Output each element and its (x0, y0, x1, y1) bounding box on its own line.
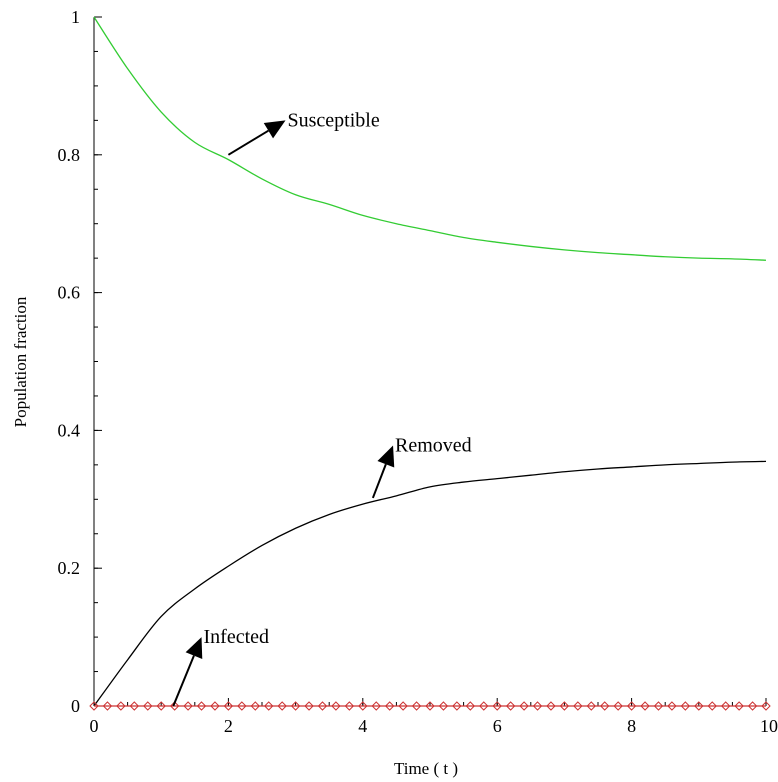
series-marker-2 (667, 701, 677, 711)
series-marker-2 (707, 701, 717, 711)
series-marker-2 (264, 701, 274, 711)
series-marker-2 (210, 701, 220, 711)
axes: 00.20.40.60.810 2 4 6 8 10 (58, 7, 778, 736)
series-marker-2 (438, 701, 449, 711)
x-tick-label: 2 (224, 716, 233, 736)
y-tick-label: 1 (71, 7, 80, 27)
series-marker-2 (143, 701, 153, 711)
series-lines (89, 16, 771, 711)
series-marker-2 (586, 701, 596, 711)
series-marker-2 (573, 701, 583, 711)
series-marker-2 (116, 701, 126, 711)
series-marker-2 (613, 701, 623, 711)
series-marker-2 (479, 701, 489, 711)
series-marker-2 (317, 701, 328, 711)
y-tick-label: 0.8 (58, 145, 81, 165)
series-marker-2 (694, 701, 704, 711)
series-marker-2 (411, 701, 422, 711)
series-marker-2 (129, 701, 140, 711)
annotation-arrow-shaft (172, 655, 195, 707)
series-marker-2 (452, 701, 462, 711)
annotation-label: Susceptible (288, 109, 380, 131)
series-marker-2 (344, 701, 355, 711)
series-marker-2 (761, 701, 771, 711)
series-marker-2 (546, 701, 556, 711)
series-marker-2 (371, 701, 381, 711)
annotation-label: Removed (395, 435, 472, 457)
series-line-1 (93, 460, 767, 707)
series-marker-2 (250, 701, 260, 711)
series-marker-2 (223, 701, 234, 711)
annotation-arrow-head (185, 637, 203, 660)
x-tick-label: 6 (493, 716, 502, 736)
series-marker-2 (169, 701, 180, 711)
series-marker-2 (290, 701, 301, 711)
series-marker-2 (465, 701, 476, 711)
series-marker-2 (519, 701, 529, 711)
series-marker-2 (358, 701, 368, 711)
annotation-arrow-shaft (371, 463, 387, 499)
series-marker-2 (559, 701, 570, 711)
series-marker-2 (492, 701, 502, 711)
series-marker-2 (680, 701, 691, 711)
x-tick-label: 0 (90, 716, 99, 736)
series-marker-2 (734, 701, 744, 711)
y-tick-label: 0 (71, 696, 80, 716)
annotation-arrow-shaft (227, 129, 269, 156)
annotation-arrow-head (263, 120, 286, 139)
series-marker-2 (653, 701, 664, 711)
series-marker-2 (237, 701, 247, 711)
series-marker-2 (600, 701, 610, 711)
x-axis-label: Time ( t ) (394, 759, 458, 778)
series-marker-2 (331, 701, 341, 711)
annotation-label: Infected (204, 626, 270, 648)
series-marker-2 (277, 701, 287, 711)
series-marker-2 (640, 701, 650, 711)
series-marker-2 (425, 701, 435, 711)
series-marker-2 (102, 701, 113, 711)
series-marker-2 (384, 701, 395, 711)
series-marker-2 (304, 701, 314, 711)
y-axis-label: Population fraction (11, 296, 30, 427)
series-line-0 (93, 16, 767, 261)
x-tick-label: 4 (358, 716, 367, 736)
series-marker-2 (532, 701, 543, 711)
series-marker-2 (196, 701, 207, 711)
x-tick-label: 8 (627, 716, 636, 736)
series-marker-2 (156, 701, 166, 711)
annotations: Susceptible Removed Infected (172, 109, 472, 707)
x-tick-label: 10 (760, 716, 778, 736)
annotation-arrow-head (377, 445, 395, 468)
y-tick-label: 0.6 (58, 283, 81, 303)
series-marker-2 (626, 701, 637, 711)
series-marker-2 (505, 701, 516, 711)
series-marker-2 (89, 701, 99, 711)
series-marker-2 (398, 701, 408, 711)
series-marker-2 (747, 701, 758, 711)
series-marker-2 (720, 701, 731, 711)
y-tick-label: 0.4 (58, 420, 81, 440)
y-tick-label: 0.2 (58, 558, 81, 578)
series-marker-2 (183, 701, 193, 711)
